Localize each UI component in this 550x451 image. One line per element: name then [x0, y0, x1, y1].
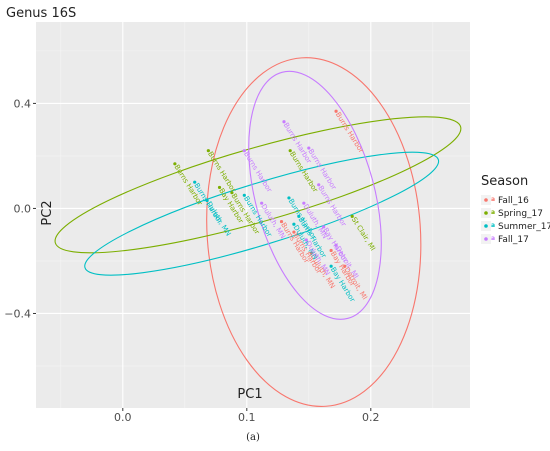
legend-label: Spring_17 — [498, 209, 543, 219]
data-point — [343, 264, 347, 268]
x-tick-label: 0.2 — [362, 411, 380, 424]
data-point — [309, 251, 313, 255]
ellipse-spring_17 — [54, 116, 462, 254]
data-point — [350, 214, 354, 218]
data-point — [302, 201, 306, 205]
y-tick-label: −0.4 — [4, 307, 31, 320]
y-tick-label: 0.0 — [14, 202, 32, 215]
y-tick-label: 0.4 — [14, 97, 32, 110]
data-point — [297, 214, 301, 218]
data-point — [193, 180, 197, 184]
data-point — [206, 149, 210, 153]
ellipse-fall_17 — [248, 70, 382, 320]
ellipse-fall_16 — [206, 57, 422, 407]
data-point — [304, 238, 308, 242]
data-point — [334, 243, 338, 247]
data-point — [282, 120, 286, 124]
y-axis-ticks: −0.4 0.0 0.4 — [4, 97, 36, 320]
x-axis-title: PC1 — [237, 387, 262, 402]
data-point — [288, 149, 292, 153]
data-point — [279, 219, 284, 224]
data-point — [292, 230, 296, 234]
data-point — [307, 146, 311, 150]
legend-glyph: a — [491, 235, 495, 242]
data-point — [260, 201, 264, 205]
major-gridlines — [36, 22, 470, 408]
data-point — [317, 183, 321, 187]
legend-glyph: a — [491, 222, 495, 229]
data-point — [329, 264, 333, 268]
data-point — [334, 109, 338, 113]
minor-gridlines — [36, 22, 470, 408]
legend-glyph: a — [491, 209, 495, 216]
data-point — [322, 225, 326, 229]
data-point — [242, 149, 246, 153]
data-point — [205, 198, 209, 203]
legend-label: Fall_16 — [498, 196, 529, 206]
legend-glyph: a — [491, 196, 495, 203]
legend-label: Summer_17 — [498, 222, 550, 232]
plot-panel — [36, 22, 470, 408]
ellipse-summer_17 — [84, 151, 440, 276]
confidence-ellipses — [54, 57, 462, 407]
data-point — [242, 193, 246, 197]
data-point — [292, 222, 296, 226]
legend-marker — [484, 224, 488, 228]
data-point — [217, 185, 222, 190]
legend-title: Season — [481, 174, 528, 189]
x-axis-ticks: 0.0 0.1 0.2 — [114, 408, 380, 424]
data-point — [230, 191, 234, 195]
y-axis-title: PC2 — [40, 200, 55, 225]
chart-title: Genus 16S — [6, 6, 76, 21]
figure-caption: (a) — [246, 432, 260, 443]
data-point — [329, 248, 333, 253]
data-point — [173, 162, 177, 166]
legend-marker — [484, 237, 488, 241]
legend: Season a Fall_16a Spring_17a Summer_17a Fall… — [481, 174, 550, 245]
legend-marker — [484, 211, 488, 215]
legend-marker — [484, 198, 488, 202]
data-point — [287, 196, 291, 200]
legend-label: Fall_17 — [498, 235, 529, 245]
x-tick-label: 0.0 — [114, 411, 132, 424]
x-tick-label: 0.1 — [238, 411, 256, 424]
